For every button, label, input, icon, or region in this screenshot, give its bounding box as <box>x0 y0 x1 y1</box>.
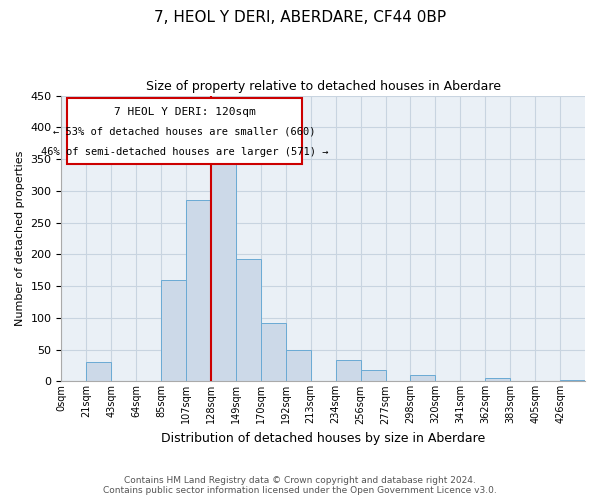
Title: Size of property relative to detached houses in Aberdare: Size of property relative to detached ho… <box>146 80 501 93</box>
Y-axis label: Number of detached properties: Number of detached properties <box>15 151 25 326</box>
Bar <box>361 370 386 382</box>
FancyBboxPatch shape <box>67 98 302 164</box>
Text: Contains HM Land Registry data © Crown copyright and database right 2024.
Contai: Contains HM Land Registry data © Crown c… <box>103 476 497 495</box>
Bar <box>485 378 510 382</box>
Bar <box>161 280 186 382</box>
Text: 7, HEOL Y DERI, ABERDARE, CF44 0BP: 7, HEOL Y DERI, ABERDARE, CF44 0BP <box>154 10 446 25</box>
Bar <box>560 380 585 382</box>
Bar <box>211 159 236 382</box>
Text: 46% of semi-detached houses are larger (571) →: 46% of semi-detached houses are larger (… <box>41 147 328 157</box>
Bar <box>86 362 111 382</box>
Bar <box>186 200 211 382</box>
Bar <box>335 360 361 382</box>
Bar <box>261 323 286 382</box>
Text: ← 53% of detached houses are smaller (660): ← 53% of detached houses are smaller (66… <box>53 127 316 137</box>
Bar <box>410 375 436 382</box>
Text: 7 HEOL Y DERI: 120sqm: 7 HEOL Y DERI: 120sqm <box>113 107 256 117</box>
Bar <box>286 350 311 382</box>
Bar <box>236 259 261 382</box>
X-axis label: Distribution of detached houses by size in Aberdare: Distribution of detached houses by size … <box>161 432 485 445</box>
